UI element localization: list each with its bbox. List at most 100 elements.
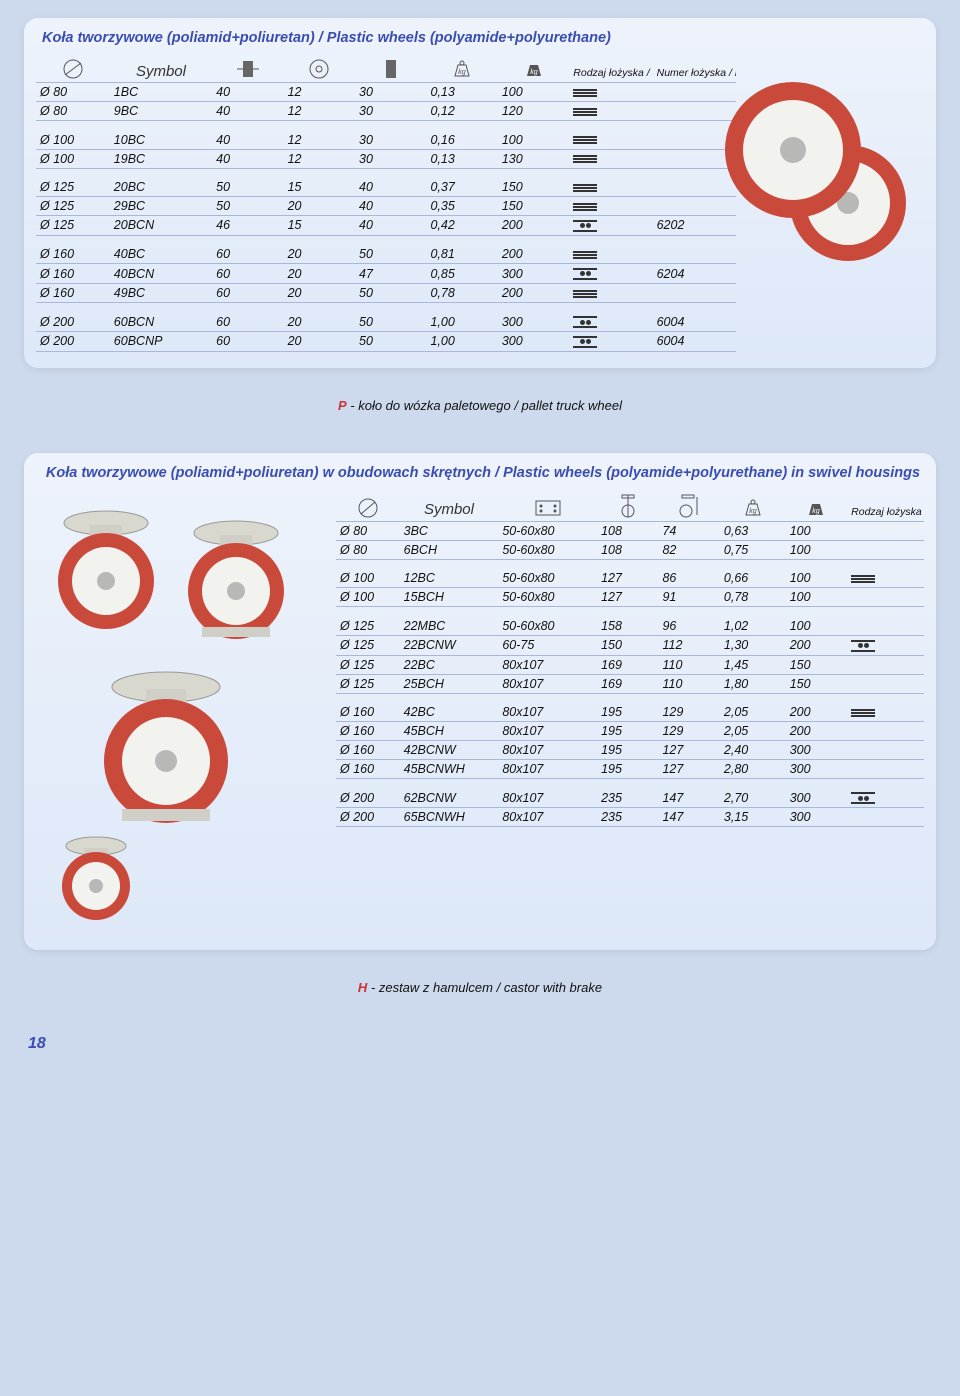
- col-diameter-icon: [36, 56, 110, 83]
- table-row: Ø 809BC4012300,12120: [36, 102, 736, 121]
- cell-c3: 50: [355, 312, 426, 331]
- table-row: Ø 20065BCNWH80x1072351473,15300: [336, 808, 924, 827]
- cell-h: 195: [597, 741, 658, 760]
- page-number: 18: [28, 1035, 936, 1053]
- cell-cap: 100: [498, 131, 569, 150]
- cell-c3: 47: [355, 264, 426, 284]
- cell-dia: Ø 125: [36, 216, 110, 236]
- cell-cap: 300: [786, 808, 847, 827]
- cell-sym: 65BCNWH: [400, 808, 499, 827]
- cell-brgnum: 6004: [653, 332, 736, 352]
- cell-r: 129: [658, 703, 719, 722]
- cell-cap: 200: [498, 245, 569, 264]
- cell-wt: 1,30: [720, 635, 786, 655]
- cell-brg-icon: [847, 703, 924, 722]
- wheel-photo-icon: [718, 78, 928, 291]
- cell-c2: 15: [284, 178, 355, 197]
- cell-sym: 49BC: [110, 283, 212, 302]
- table-wheels: Symbol kg kg Rodzaj łożyska / Type of be…: [36, 56, 736, 352]
- cell-r: 129: [658, 722, 719, 741]
- cell-wt: 0,37: [426, 178, 497, 197]
- table-row: Ø 16042BC80x1071951292,05200: [336, 703, 924, 722]
- cell-c2: 12: [284, 83, 355, 102]
- cell-dia: Ø 125: [336, 635, 400, 655]
- cell-dia: Ø 125: [36, 197, 110, 216]
- cell-h: 127: [597, 588, 658, 607]
- cell-c1: 40: [212, 83, 283, 102]
- cell-cap: 100: [786, 521, 847, 540]
- cell-c1: 46: [212, 216, 283, 236]
- cell-brg-icon: [847, 741, 924, 760]
- cell-cap: 150: [786, 674, 847, 693]
- cell-wt: 1,00: [426, 332, 497, 352]
- table-row: Ø 16042BCNW80x1071951272,40300: [336, 741, 924, 760]
- cell-brg-icon: [569, 83, 652, 102]
- cell-sym: 22BC: [400, 655, 499, 674]
- cell-dia: Ø 125: [336, 655, 400, 674]
- cell-r: 112: [658, 635, 719, 655]
- cell-dia: Ø 160: [336, 722, 400, 741]
- cell-sym: 25BCH: [400, 674, 499, 693]
- cell-plate: 80x107: [498, 789, 597, 808]
- table-row: Ø 16045BCNWH80x1071951272,80300: [336, 760, 924, 779]
- cell-dia: Ø 125: [36, 178, 110, 197]
- cell-cap: 300: [786, 741, 847, 760]
- cell-c3: 50: [355, 245, 426, 264]
- cell-brg-icon: [847, 808, 924, 827]
- table-row: Ø 20060BCNP6020501,003006004: [36, 332, 736, 352]
- col2-bearing-type: Rodzaj łożyska / Type of bearing: [847, 491, 924, 522]
- cell-r: 147: [658, 789, 719, 808]
- note-pallet-p: P - koło do wózka paletowego / pallet tr…: [24, 398, 936, 413]
- col-bearing-type: Rodzaj łożyska / Type of bearing: [569, 56, 652, 83]
- cell-c1: 60: [212, 332, 283, 352]
- cell-sym: 20BC: [110, 178, 212, 197]
- cell-dia: Ø 100: [336, 569, 400, 588]
- cell-plate: 50-60x80: [498, 617, 597, 636]
- cell-h: 195: [597, 703, 658, 722]
- cell-r: 82: [658, 540, 719, 559]
- cell-sym: 45BCH: [400, 722, 499, 741]
- cell-c2: 20: [284, 197, 355, 216]
- cell-brg-icon: [569, 216, 652, 236]
- cell-brg-icon: [847, 789, 924, 808]
- cell-brg-icon: [847, 617, 924, 636]
- col-bore-icon: [284, 56, 355, 83]
- cell-c1: 40: [212, 131, 283, 150]
- table-swivel: Symbol kg: [336, 491, 924, 827]
- note-brake-h: H - zestaw z hamulcem / castor with brak…: [24, 980, 936, 995]
- cell-cap: 120: [498, 102, 569, 121]
- cell-wt: 1,45: [720, 655, 786, 674]
- cell-plate: 80x107: [498, 808, 597, 827]
- col2-plate-icon: [498, 491, 597, 522]
- cell-wt: 0,66: [720, 569, 786, 588]
- col2-height-icon: [597, 491, 658, 522]
- col-weight-icon: kg: [426, 56, 497, 83]
- cell-wt: 0,12: [426, 102, 497, 121]
- table-row: Ø 12522BC80x1071691101,45150: [336, 655, 924, 674]
- cell-brg-icon: [569, 178, 652, 197]
- cell-cap: 300: [498, 264, 569, 284]
- cell-sym: 15BCH: [400, 588, 499, 607]
- table-row: Ø 20062BCNW80x1072351472,70300: [336, 789, 924, 808]
- table-row: Ø 16040BCN6020470,853006204: [36, 264, 736, 284]
- table-row: Ø 16049BC6020500,78200: [36, 283, 736, 302]
- col-symbol: Symbol: [110, 56, 212, 83]
- table-row: Ø 12525BCH80x1071691101,80150: [336, 674, 924, 693]
- cell-sym: 20BCN: [110, 216, 212, 236]
- cell-plate: 50-60x80: [498, 588, 597, 607]
- cell-sym: 10BC: [110, 131, 212, 150]
- table1-header-row: Symbol kg kg Rodzaj łożyska / Type of be…: [36, 56, 736, 83]
- cell-wt: 0,42: [426, 216, 497, 236]
- table-row: Ø 12522MBC50-60x80158961,02100: [336, 617, 924, 636]
- cell-c3: 30: [355, 131, 426, 150]
- cell-cap: 200: [786, 703, 847, 722]
- cell-sym: 60BCNP: [110, 332, 212, 352]
- table-row: Ø 12520BC5015400,37150: [36, 178, 736, 197]
- cell-wt: 2,05: [720, 703, 786, 722]
- cell-wt: 2,40: [720, 741, 786, 760]
- table-row: Ø 16040BC6020500,81200: [36, 245, 736, 264]
- table-row: Ø 803BC50-60x80108740,63100: [336, 521, 924, 540]
- table-row: Ø 10019BC4012300,13130: [36, 149, 736, 168]
- col2-symbol: Symbol: [400, 491, 499, 522]
- cell-cap: 130: [498, 149, 569, 168]
